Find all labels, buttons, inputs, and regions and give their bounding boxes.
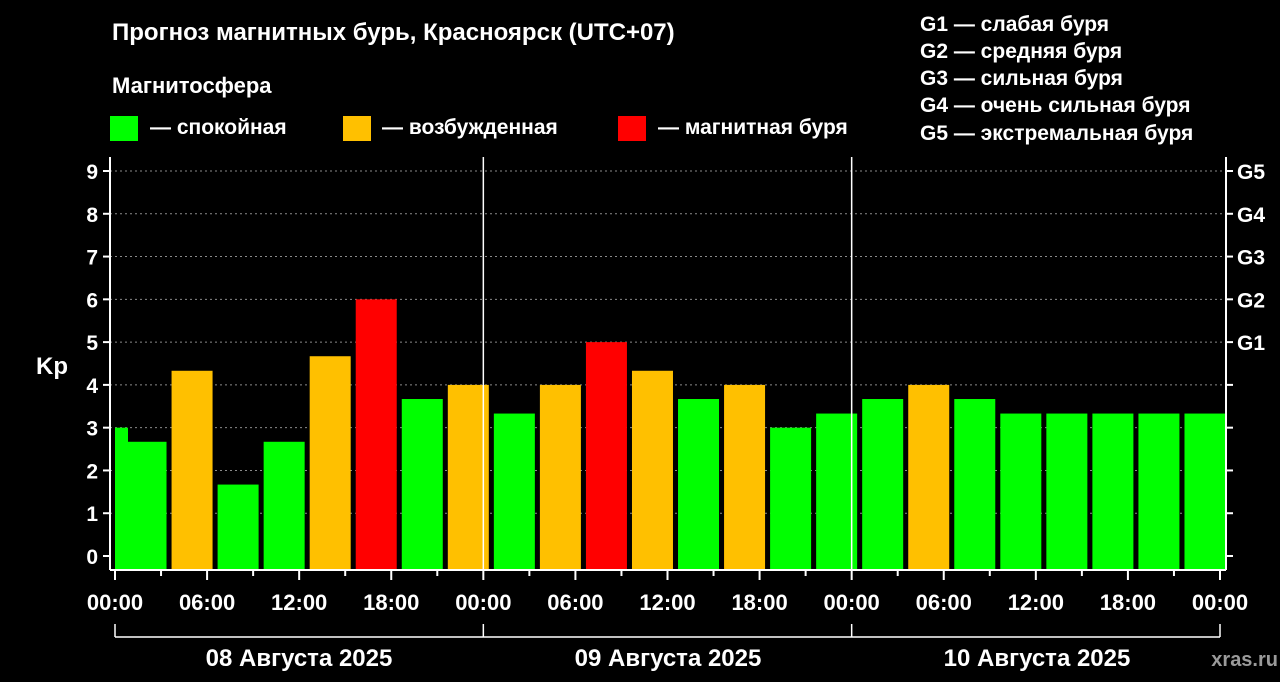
bar <box>1046 413 1088 570</box>
bar <box>816 413 858 570</box>
legend-swatch-unsettled <box>343 116 371 141</box>
bar <box>171 370 213 570</box>
legend-label-unsettled: — возбужденная <box>382 116 558 139</box>
x-tick-label: 06:00 <box>179 590 235 615</box>
bar <box>355 299 397 570</box>
legend-label-quiet: — спокойная <box>150 116 287 139</box>
x-tick-label: 00:00 <box>87 590 143 615</box>
date-label-2: 09 Августа 2025 <box>575 645 762 672</box>
bar <box>1138 413 1180 570</box>
g-scale-label: G2 <box>1237 289 1265 312</box>
x-tick-label: 06:00 <box>547 590 603 615</box>
bar <box>401 399 443 570</box>
bar <box>447 384 489 570</box>
bar <box>309 356 351 570</box>
y-tick-label: 3 <box>86 418 98 441</box>
legend-label-storm: — магнитная буря <box>658 116 848 139</box>
g-scale-label: G1 <box>1237 332 1265 355</box>
x-tick-label: 12:00 <box>271 590 327 615</box>
y-tick-label: 2 <box>86 460 98 483</box>
date-label-3: 10 Августа 2025 <box>944 645 1131 672</box>
x-tick-label: 12:00 <box>639 590 695 615</box>
bar <box>724 384 766 570</box>
date-label-1: 08 Августа 2025 <box>206 645 393 672</box>
bar <box>125 441 167 570</box>
legend-title: Магнитосфера <box>112 73 272 98</box>
x-tick-label: 18:00 <box>731 590 787 615</box>
x-tick-label: 12:00 <box>1008 590 1064 615</box>
y-tick-label: 8 <box>86 204 98 227</box>
bar <box>862 399 904 570</box>
bar <box>585 342 627 570</box>
x-tick-label: 00:00 <box>455 590 511 615</box>
storm-scale-g4: G4 — очень сильная буря <box>920 94 1190 117</box>
bar <box>1092 413 1134 570</box>
bar <box>263 441 305 570</box>
bar <box>954 399 996 570</box>
bar <box>217 484 259 570</box>
legend-swatch-storm <box>618 116 646 141</box>
bar <box>908 384 950 570</box>
legend-swatch-quiet <box>110 116 138 141</box>
y-axis-label: Kp <box>36 353 68 380</box>
y-tick-label: 1 <box>86 503 98 526</box>
x-tick-label: 00:00 <box>824 590 880 615</box>
g-scale-label: G3 <box>1237 247 1265 270</box>
y-tick-label: 4 <box>86 375 98 398</box>
y-tick-label: 5 <box>86 332 98 355</box>
storm-scale-g3: G3 — сильная буря <box>920 67 1123 90</box>
x-tick-label: 00:00 <box>1192 590 1248 615</box>
bar <box>539 384 581 570</box>
y-tick-label: 9 <box>86 161 98 184</box>
credit-label: xras.ru <box>1211 649 1278 671</box>
storm-scale-g2: G2 — средняя буря <box>920 40 1122 63</box>
x-tick-label: 18:00 <box>1100 590 1156 615</box>
y-tick-label: 0 <box>86 546 98 569</box>
storm-scale-g1: G1 — слабая буря <box>920 13 1109 36</box>
bar-leading <box>115 427 128 570</box>
bar <box>493 413 535 570</box>
g-scale-label: G5 <box>1237 161 1265 184</box>
y-tick-label: 6 <box>86 289 98 312</box>
bar <box>1000 413 1042 570</box>
y-tick-label: 7 <box>86 247 98 270</box>
x-tick-label: 06:00 <box>916 590 972 615</box>
g-scale-label: G4 <box>1237 204 1265 227</box>
bar <box>1184 413 1226 570</box>
bar <box>770 427 812 570</box>
x-tick-label: 18:00 <box>363 590 419 615</box>
chart-title: Прогноз магнитных бурь, Красноярск (UTC+… <box>112 19 675 46</box>
bar <box>678 399 720 570</box>
storm-scale-g5: G5 — экстремальная буря <box>920 122 1193 145</box>
bar <box>631 370 673 570</box>
plot-area: 0 1 2 3 4 5 6 7 8 9 G1 G2 G3 G4 G5 00:00 06:00 12:00 18:00… <box>86 157 1265 638</box>
